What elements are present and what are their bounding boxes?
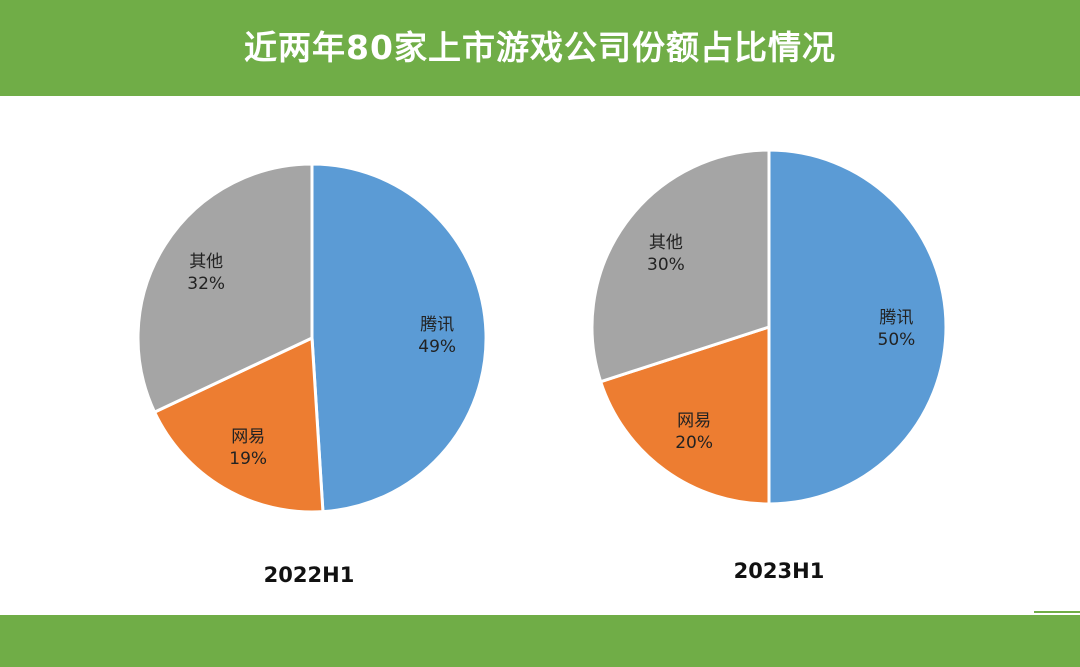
footer-mark <box>1034 611 1080 613</box>
pie-caption-2023h1: 2023H1 <box>734 559 825 583</box>
slice-name-other: 其他 <box>189 252 223 272</box>
slice-name-other: 其他 <box>649 233 683 253</box>
pie-slice-other <box>590 148 771 384</box>
slice-value-tencent: 50% <box>878 330 916 350</box>
pie-slice-netease <box>599 325 771 506</box>
pie-slice-tencent <box>310 162 488 514</box>
slice-value-other: 32% <box>187 274 225 294</box>
slice-name-tencent: 腾讯 <box>420 315 454 335</box>
slice-value-tencent: 49% <box>418 337 456 357</box>
header-band <box>0 0 1080 96</box>
pie-slice-netease <box>153 336 325 514</box>
pie-caption-2022h1: 2022H1 <box>264 563 355 587</box>
slice-name-tencent: 腾讯 <box>879 308 913 328</box>
pie-slice-tencent <box>767 148 948 506</box>
page-title: 近两年80家上市游戏公司份额占比情况 <box>244 28 836 67</box>
slice-value-other: 30% <box>647 255 685 275</box>
slice-value-netease: 20% <box>675 433 713 453</box>
slice-value-netease: 19% <box>229 449 267 469</box>
pie-slice-other <box>136 162 314 414</box>
slice-name-netease: 网易 <box>231 427 265 447</box>
slice-name-netease: 网易 <box>677 411 711 431</box>
footer-band <box>0 615 1080 667</box>
